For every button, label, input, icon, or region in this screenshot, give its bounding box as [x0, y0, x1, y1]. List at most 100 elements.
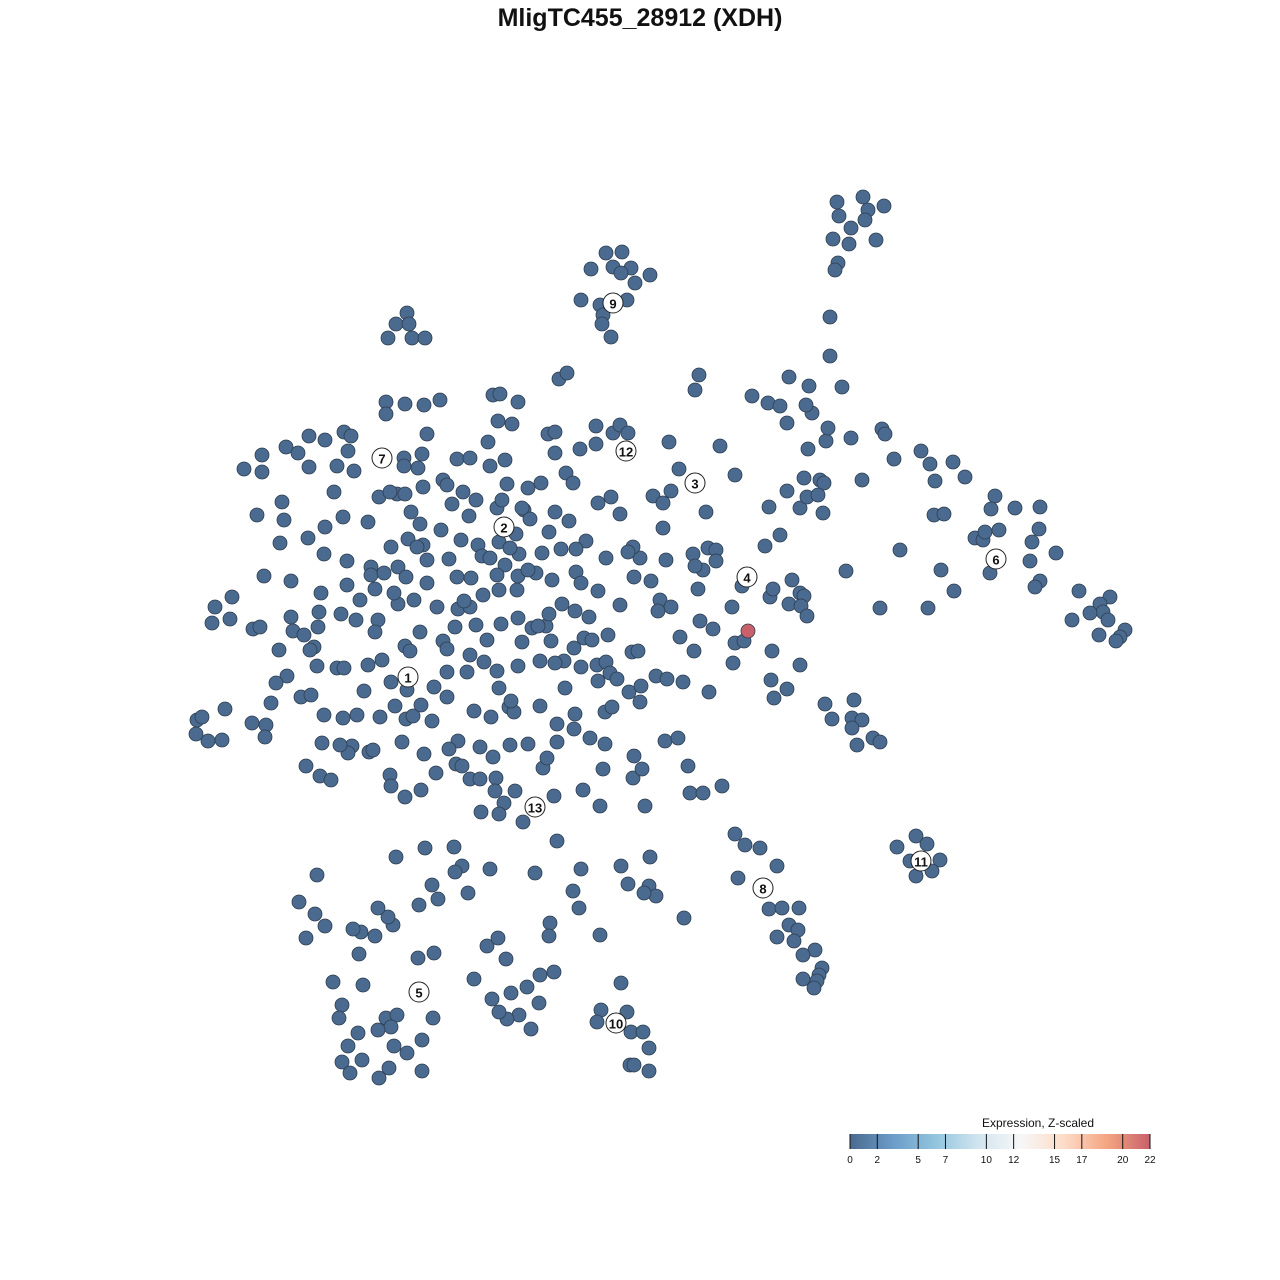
data-point	[332, 737, 348, 753]
data-point	[388, 849, 404, 865]
data-point	[682, 785, 698, 801]
data-point	[765, 581, 781, 597]
data-point	[497, 557, 513, 573]
data-point	[626, 748, 642, 764]
cluster-label-6: 6	[985, 548, 1007, 570]
data-point	[514, 500, 530, 516]
data-point	[1091, 627, 1107, 643]
data-point	[687, 382, 703, 398]
data-point	[515, 814, 531, 830]
data-point	[724, 599, 740, 615]
data-point	[346, 463, 362, 479]
data-point	[676, 910, 692, 926]
data-point	[588, 436, 604, 452]
data-point	[494, 492, 510, 508]
data-point	[659, 671, 675, 687]
data-point	[877, 426, 893, 442]
data-point	[335, 710, 351, 726]
data-point	[504, 416, 520, 432]
data-point	[502, 540, 518, 556]
data-point	[1024, 534, 1040, 550]
data-point	[557, 680, 573, 696]
data-point	[415, 479, 431, 495]
data-point	[791, 900, 807, 916]
cluster-label-text: 1	[404, 671, 411, 686]
data-point	[547, 504, 563, 520]
data-point	[761, 901, 777, 917]
data-point	[510, 394, 526, 410]
data-point	[991, 522, 1007, 538]
data-point	[317, 519, 333, 535]
data-point	[520, 480, 536, 496]
data-point	[567, 603, 583, 619]
data-point	[301, 428, 317, 444]
data-point	[637, 798, 653, 814]
cluster-label-3: 3	[684, 472, 706, 494]
data-point	[416, 397, 432, 413]
data-point	[675, 674, 691, 690]
data-point	[583, 261, 599, 277]
data-point	[257, 729, 273, 745]
data-point	[857, 212, 873, 228]
data-point	[520, 736, 536, 752]
data-point	[744, 388, 760, 404]
data-point	[1064, 612, 1080, 628]
data-point	[441, 551, 457, 567]
data-point	[376, 565, 392, 581]
data-point	[983, 501, 999, 517]
data-point	[468, 492, 484, 508]
data-point	[553, 541, 569, 557]
data-point	[657, 733, 673, 749]
data-point	[913, 443, 929, 459]
data-point	[543, 633, 559, 649]
data-point	[349, 707, 365, 723]
data-point	[799, 608, 815, 624]
data-point	[977, 524, 993, 540]
data-point	[316, 707, 332, 723]
data-point	[256, 568, 272, 584]
data-point	[523, 1021, 539, 1037]
data-point	[290, 445, 306, 461]
data-point	[390, 559, 406, 575]
cluster-label-11: 11	[910, 850, 932, 872]
data-point	[625, 770, 641, 786]
data-point	[340, 443, 356, 459]
data-point	[414, 1063, 430, 1079]
data-point	[460, 885, 476, 901]
data-point	[568, 541, 584, 557]
data-point	[945, 454, 961, 470]
data-point	[868, 232, 884, 248]
data-point	[311, 604, 327, 620]
data-point	[621, 684, 637, 700]
data-point	[334, 997, 350, 1013]
data-point	[886, 451, 902, 467]
data-point	[302, 642, 318, 658]
data-point	[314, 735, 330, 751]
data-point	[456, 593, 472, 609]
cluster-label-text: 4	[743, 571, 751, 586]
data-point	[822, 348, 838, 364]
data-point	[670, 730, 686, 746]
data-point	[572, 441, 588, 457]
data-point	[671, 461, 687, 477]
data-point	[396, 458, 412, 474]
legend-tick-label: 0	[847, 1155, 853, 1166]
data-point	[507, 783, 523, 799]
data-point	[541, 606, 557, 622]
data-point	[1031, 521, 1047, 537]
data-point	[849, 737, 865, 753]
cluster-label-text: 11	[914, 855, 928, 870]
data-point	[542, 915, 558, 931]
data-point	[439, 641, 455, 657]
legend-tick-label: 2	[874, 1155, 880, 1166]
data-point	[592, 798, 608, 814]
data-point	[345, 921, 361, 937]
data-point	[343, 428, 359, 444]
data-point	[493, 616, 509, 632]
data-point	[510, 610, 526, 626]
data-point	[892, 542, 908, 558]
data-point	[462, 450, 478, 466]
data-point	[449, 451, 465, 467]
data-point	[534, 545, 550, 561]
cluster-label-12: 12	[615, 440, 637, 462]
